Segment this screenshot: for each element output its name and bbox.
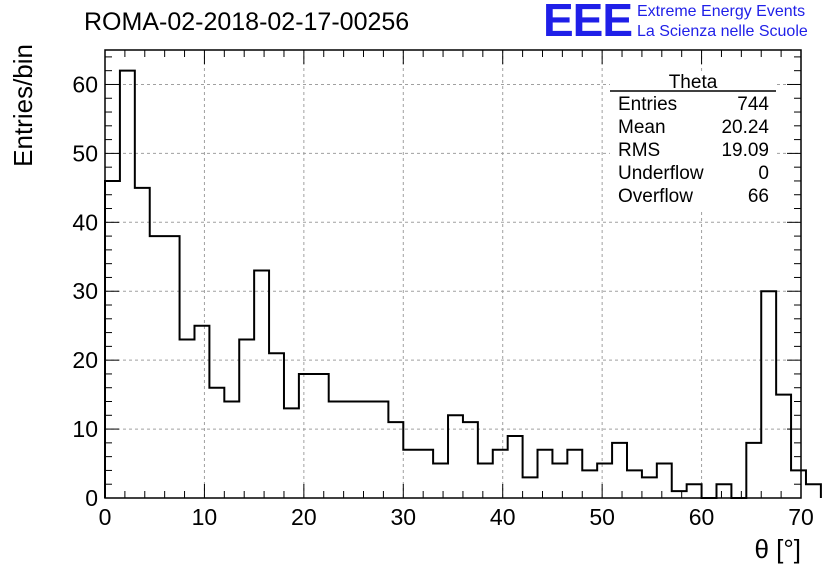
histogram-bin xyxy=(776,395,791,498)
stats-value: 20.24 xyxy=(721,117,769,138)
histogram-bin xyxy=(493,450,508,498)
stats-value: 0 xyxy=(758,163,769,184)
grid xyxy=(105,50,801,498)
y-tick-label: 60 xyxy=(72,71,98,97)
histogram-bin xyxy=(194,326,209,498)
histogram-bin xyxy=(209,388,224,498)
y-axis-title: Entries/bin xyxy=(8,44,38,167)
histogram-bin xyxy=(373,402,388,498)
logo-subtitle-1: Extreme Energy Events xyxy=(637,3,806,20)
histogram-bin xyxy=(612,443,627,498)
histogram-bin xyxy=(627,470,642,498)
histogram-bin xyxy=(642,477,657,498)
histogram-bin xyxy=(344,402,359,498)
x-tick-label: 20 xyxy=(291,504,317,530)
histogram-bin xyxy=(359,402,374,498)
eee-logo: EEE xyxy=(543,0,633,46)
histogram-bin xyxy=(552,464,567,498)
histogram-bin xyxy=(314,374,329,498)
histogram-bin xyxy=(120,71,135,498)
histogram-bin xyxy=(582,470,597,498)
histogram-bin xyxy=(716,484,731,498)
histogram-bin xyxy=(657,464,672,498)
chart-title: ROMA-02-2018-02-17-00256 xyxy=(84,8,410,36)
histogram-bin xyxy=(299,374,314,498)
y-tick-label: 50 xyxy=(72,140,98,166)
tick-labels: 0 10 20 30 40 50 60 70 0 10 20 30 40 50 60 xyxy=(72,71,813,530)
histogram-bin xyxy=(463,422,478,498)
x-tick-label: 10 xyxy=(192,504,218,530)
x-tick-label: 0 xyxy=(99,504,112,530)
x-tick-label: 50 xyxy=(589,504,615,530)
histogram-bin xyxy=(239,339,254,498)
axis-ticks xyxy=(104,50,802,499)
x-axis-title: θ [°] xyxy=(754,534,801,564)
histogram-bin xyxy=(165,236,180,498)
histogram-bin xyxy=(388,422,403,498)
histogram-bin xyxy=(180,339,195,498)
stats-value: 19.09 xyxy=(721,140,769,161)
histogram-bin xyxy=(746,443,761,498)
stats-label: RMS xyxy=(618,140,660,161)
histogram-bin xyxy=(135,188,150,498)
stats-label: Overflow xyxy=(618,186,693,207)
stats-title: Theta xyxy=(669,72,718,93)
stats-label: Underflow xyxy=(618,163,704,184)
stats-label: Mean xyxy=(618,117,666,138)
histogram-bin xyxy=(508,436,523,498)
plot-frame xyxy=(104,49,802,499)
histogram-bin xyxy=(284,408,299,498)
histogram-bin xyxy=(433,464,448,498)
y-tick-label: 20 xyxy=(72,347,98,373)
histogram-bin xyxy=(224,402,239,498)
histogram-bin xyxy=(806,484,821,498)
y-tick-label: 10 xyxy=(72,416,98,442)
y-tick-label: 30 xyxy=(72,278,98,304)
histogram-bin xyxy=(523,477,538,498)
histogram-bin xyxy=(597,464,612,498)
histogram-bin xyxy=(448,415,463,498)
histogram-bin xyxy=(105,181,120,498)
stats-value: 744 xyxy=(737,94,769,115)
x-tick-label: 60 xyxy=(689,504,715,530)
x-tick-label: 30 xyxy=(390,504,416,530)
histogram-bin xyxy=(150,236,165,498)
y-tick-label: 0 xyxy=(85,485,98,511)
histogram-bin xyxy=(478,464,493,498)
histogram-bin xyxy=(403,450,418,498)
histogram-bin xyxy=(672,491,687,498)
histogram-bin xyxy=(761,291,776,498)
stats-value: 66 xyxy=(748,186,769,207)
logo-subtitle-2: La Scienza nelle Scuole xyxy=(637,23,808,40)
histogram-bin xyxy=(254,271,269,498)
histogram-bin xyxy=(567,450,582,498)
stats-label: Entries xyxy=(618,94,677,115)
histogram-bin xyxy=(269,353,284,498)
histogram-bin xyxy=(329,402,344,498)
histogram-bin xyxy=(538,450,553,498)
x-tick-label: 40 xyxy=(490,504,516,530)
histogram-bin xyxy=(418,450,433,498)
histogram-bin xyxy=(687,484,702,498)
stats-background xyxy=(610,72,776,212)
plot-border xyxy=(104,49,802,499)
x-tick-label: 70 xyxy=(788,504,814,530)
y-tick-label: 40 xyxy=(72,209,98,235)
